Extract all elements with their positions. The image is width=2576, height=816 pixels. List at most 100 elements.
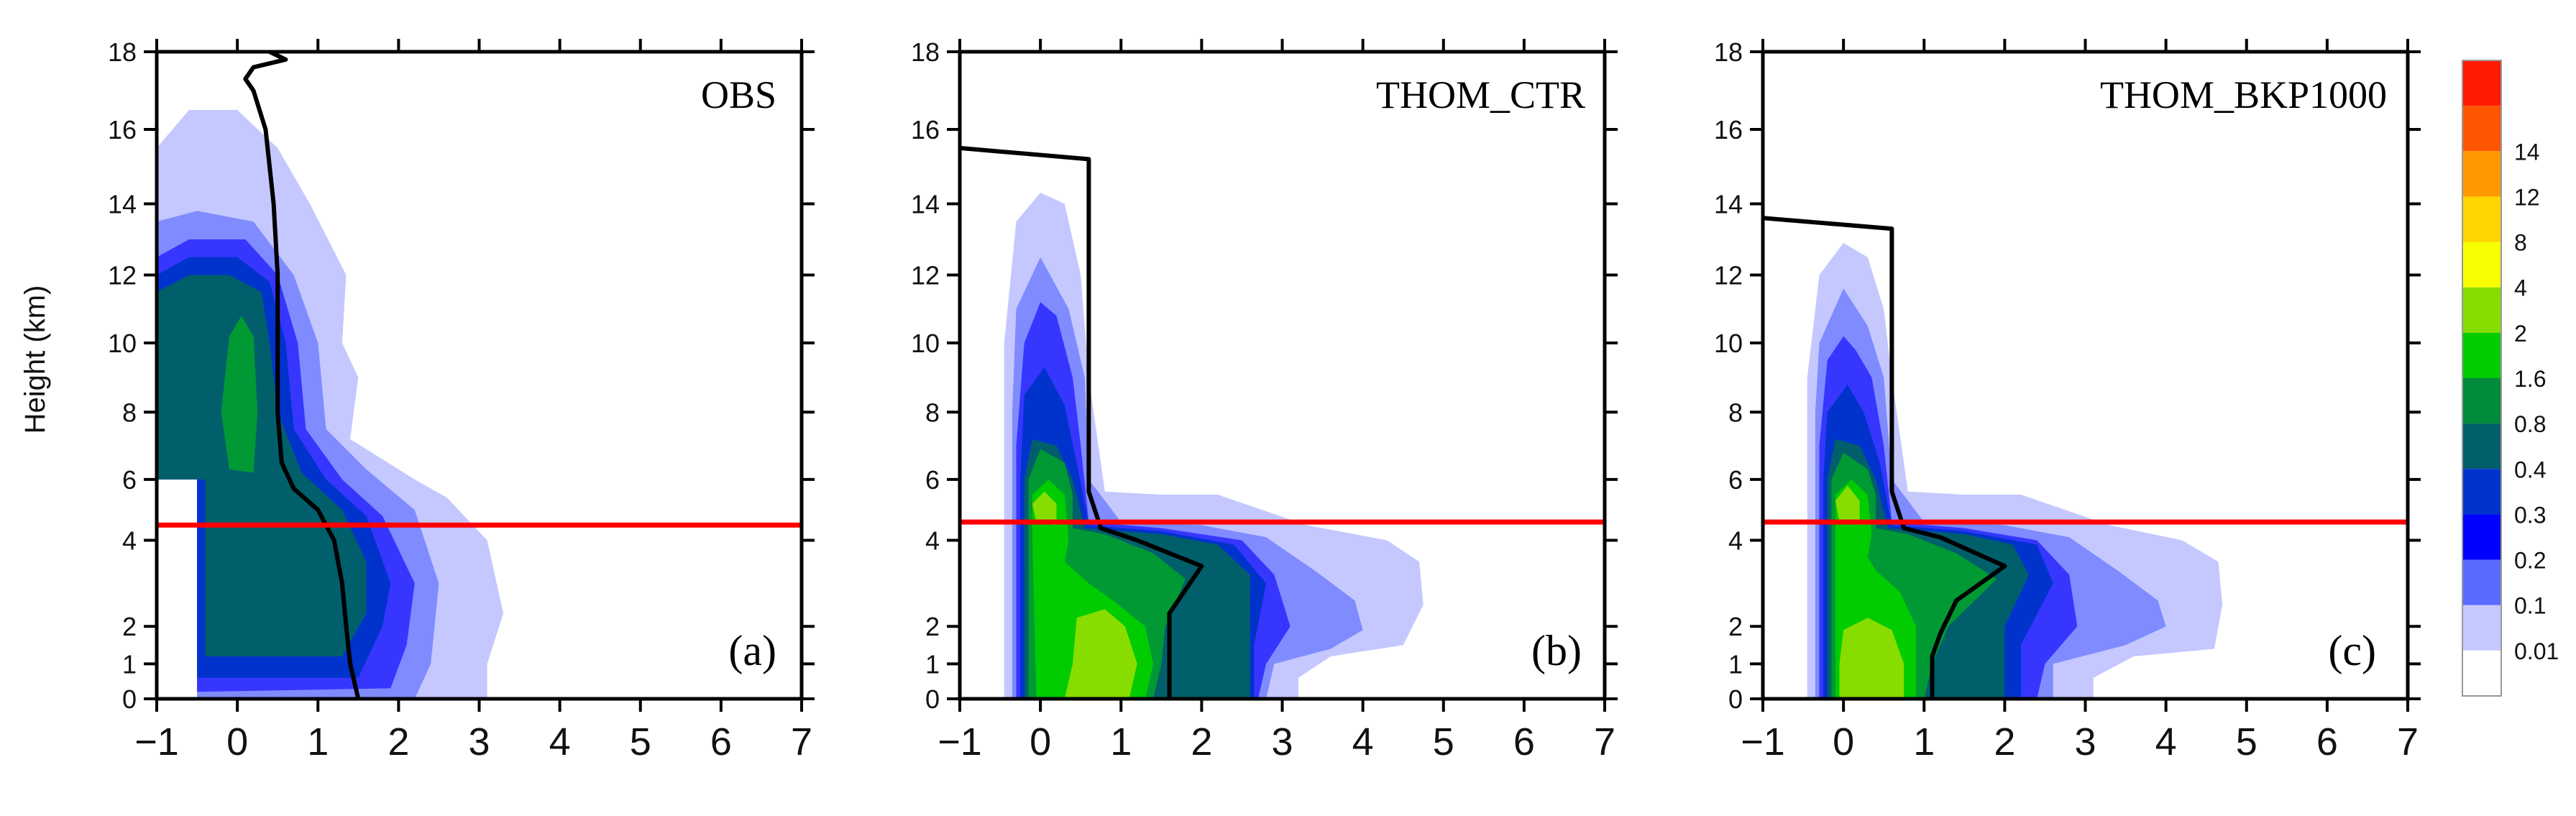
colorbar-label: 0.8 bbox=[2514, 411, 2546, 437]
y-tick-label: 16 bbox=[108, 115, 137, 145]
x-tick-label: 6 bbox=[1513, 720, 1535, 764]
colorbar-label: 0.4 bbox=[2514, 457, 2546, 482]
x-tick-label: −1 bbox=[938, 720, 982, 764]
y-tick-label: 4 bbox=[1728, 526, 1743, 556]
contour-0p8 bbox=[221, 316, 258, 473]
x-tick-label: 1 bbox=[1110, 720, 1132, 764]
x-tick-label: −1 bbox=[1741, 720, 1785, 764]
x-tick-label: 1 bbox=[1913, 720, 1935, 764]
colorbar-label: 0.01 bbox=[2514, 638, 2559, 664]
x-tick-label: 0 bbox=[1030, 720, 1051, 764]
y-tick-label: 6 bbox=[925, 465, 940, 495]
panel-letter: (c) bbox=[2328, 627, 2376, 674]
x-tick-label: 5 bbox=[1433, 720, 1454, 764]
colorbar-label: 0.1 bbox=[2514, 593, 2546, 619]
y-tick-label: 1 bbox=[122, 649, 137, 679]
contour-2 bbox=[1032, 491, 1057, 526]
colorbar-label: 0.3 bbox=[2514, 502, 2546, 528]
y-tick-label: 10 bbox=[1714, 329, 1743, 358]
x-tick-label: −1 bbox=[134, 720, 179, 764]
colorbar-swatch bbox=[2462, 650, 2501, 696]
x-tick-label: 3 bbox=[2074, 720, 2096, 764]
contour-2 bbox=[1835, 485, 1860, 526]
colorbar-swatch bbox=[2462, 469, 2501, 515]
x-tick-label: 2 bbox=[1994, 720, 2015, 764]
colorbar-swatch bbox=[2462, 378, 2501, 424]
colorbar-label: 14 bbox=[2514, 139, 2540, 165]
y-tick-label: 12 bbox=[911, 261, 940, 290]
colorbar-frame bbox=[2462, 60, 2502, 697]
x-tick-label: 7 bbox=[2397, 720, 2419, 764]
profile-line bbox=[959, 145, 1204, 699]
y-tick-label: 16 bbox=[911, 115, 940, 145]
panel-letter: (a) bbox=[728, 627, 776, 674]
colorbar-swatch bbox=[2462, 196, 2501, 242]
contour-2 bbox=[1064, 609, 1137, 699]
colorbar-label: 1.6 bbox=[2514, 366, 2546, 392]
y-axis-title: Height (km) bbox=[19, 285, 51, 434]
colorbar-label: 4 bbox=[2514, 275, 2527, 301]
panel-label: THOM_BKP1000 bbox=[2100, 73, 2387, 116]
x-tick-label: 5 bbox=[630, 720, 651, 764]
y-tick-label: 16 bbox=[1714, 115, 1743, 145]
contour-2 bbox=[1839, 618, 1905, 699]
x-tick-label: 0 bbox=[1833, 720, 1854, 764]
x-tick-label: 5 bbox=[2236, 720, 2258, 764]
x-tick-label: 4 bbox=[2155, 720, 2177, 764]
y-tick-label: 6 bbox=[122, 465, 137, 495]
profile-line bbox=[1762, 216, 2007, 699]
x-tick-label: 7 bbox=[791, 720, 812, 764]
colorbar-swatch bbox=[2462, 605, 2501, 651]
panel-letter: (b) bbox=[1531, 627, 1582, 674]
y-tick-label: 12 bbox=[1714, 261, 1743, 290]
y-tick-label: 18 bbox=[1714, 37, 1743, 67]
panel-label: THOM_CTR bbox=[1376, 73, 1585, 116]
x-tick-label: 3 bbox=[1271, 720, 1293, 764]
x-tick-label: 7 bbox=[1594, 720, 1615, 764]
colorbar-swatch bbox=[2462, 151, 2501, 197]
y-tick-label: 14 bbox=[108, 190, 137, 219]
y-tick-label: 8 bbox=[122, 398, 137, 427]
colorbar-swatch bbox=[2462, 514, 2501, 560]
colorbar-swatch bbox=[2462, 242, 2501, 288]
x-tick-label: 0 bbox=[226, 720, 248, 764]
colorbar-label: 8 bbox=[2514, 230, 2527, 256]
y-tick-label: 1 bbox=[925, 649, 940, 679]
colorbar-swatch bbox=[2462, 106, 2501, 152]
panel-label: OBS bbox=[701, 73, 776, 116]
y-tick-label: 18 bbox=[108, 37, 137, 67]
colorbar-swatch bbox=[2462, 423, 2501, 469]
y-tick-label: 0 bbox=[122, 684, 137, 714]
colorbar-swatch bbox=[2462, 332, 2501, 378]
y-tick-label: 10 bbox=[911, 329, 940, 358]
contour-0p4 bbox=[157, 275, 367, 656]
y-tick-label: 6 bbox=[1728, 465, 1743, 495]
colorbar-swatch bbox=[2462, 287, 2501, 333]
y-tick-label: 4 bbox=[122, 526, 137, 556]
x-tick-label: 3 bbox=[468, 720, 490, 764]
colorbar-label: 12 bbox=[2514, 184, 2540, 210]
x-tick-label: 4 bbox=[1352, 720, 1374, 764]
y-tick-label: 0 bbox=[925, 684, 940, 714]
y-tick-label: 2 bbox=[925, 612, 940, 641]
x-tick-label: 2 bbox=[1191, 720, 1212, 764]
colorbar-label: 0.2 bbox=[2514, 548, 2546, 574]
colorbar-swatch bbox=[2462, 60, 2501, 106]
y-tick-label: 2 bbox=[1728, 612, 1743, 641]
x-tick-label: 2 bbox=[388, 720, 409, 764]
y-tick-label: 14 bbox=[1714, 190, 1743, 219]
y-tick-label: 8 bbox=[1728, 398, 1743, 427]
colorbar-swatch bbox=[2462, 559, 2501, 605]
y-tick-label: 14 bbox=[911, 190, 940, 219]
y-tick-label: 18 bbox=[911, 37, 940, 67]
y-tick-label: 10 bbox=[108, 329, 137, 358]
x-tick-label: 6 bbox=[710, 720, 732, 764]
y-tick-label: 8 bbox=[925, 398, 940, 427]
y-tick-label: 1 bbox=[1728, 649, 1743, 679]
